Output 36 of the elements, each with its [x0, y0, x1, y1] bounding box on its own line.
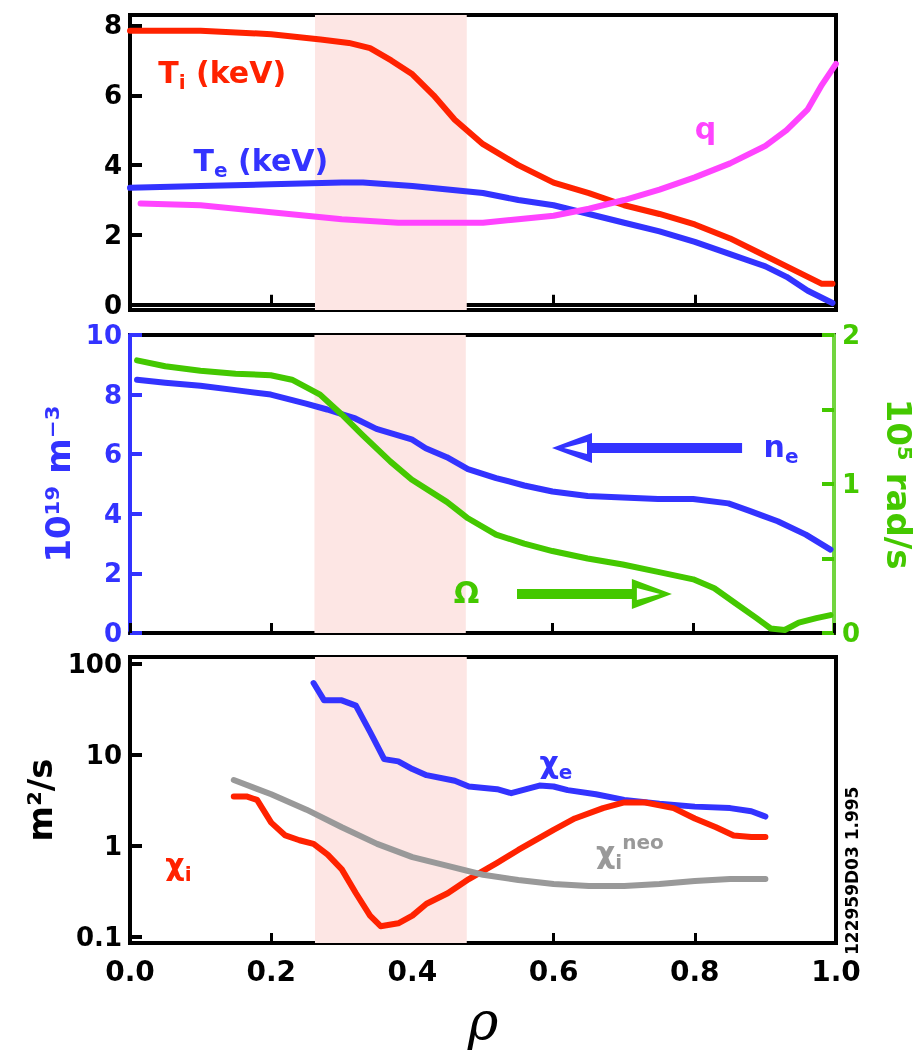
x-axis-title: ρ — [466, 991, 499, 1051]
y-tick-label: 1 — [103, 830, 122, 861]
y2-axis-title: 10⁵ rad/s — [879, 398, 919, 570]
x-tick-label: 0.4 — [387, 954, 438, 988]
y-tick-label: 8 — [103, 379, 122, 410]
y-tick-label: 6 — [103, 80, 122, 111]
series-label: T$_{i}$ (keV) — [158, 55, 287, 95]
y-tick-label: 10 — [85, 739, 122, 770]
y-tick-label: 0 — [103, 289, 122, 320]
y-axis-title: 10¹⁹ m⁻³ — [37, 405, 78, 563]
x-tick-label: 0.0 — [105, 954, 155, 988]
y2-tick-label: 0 — [842, 618, 861, 648]
series-label: χ$_{e}$ — [539, 744, 573, 784]
y-tick-label: 10 — [85, 320, 122, 350]
y-tick-label: 6 — [103, 439, 122, 470]
y-tick-label: 2 — [103, 219, 122, 250]
text: χ$_{i}$ — [165, 846, 192, 886]
x-tick-label: 1.0 — [811, 954, 861, 988]
series-label: n$_{e}$ — [763, 429, 799, 469]
x-tick-label: 0.8 — [670, 954, 720, 988]
x-tick-label: 0.6 — [528, 954, 579, 988]
series-label: Ω — [453, 575, 480, 611]
text: 122959D03 1.995 — [842, 786, 862, 955]
y-tick-label: 0.1 — [75, 921, 122, 952]
x-tick-label: 0.2 — [246, 954, 296, 988]
y-tick-label: 8 — [103, 10, 122, 41]
y-tick-label: 4 — [103, 498, 122, 529]
y-tick-label: 4 — [103, 150, 122, 181]
y-axis-title: m²/s — [19, 758, 60, 842]
series-label: T$_{e}$ (keV) — [193, 142, 329, 182]
y-tick-label: 100 — [67, 649, 122, 680]
y-tick-label: 0 — [103, 618, 122, 648]
y-tick-label: 2 — [103, 558, 122, 589]
series-label: q — [694, 111, 717, 147]
y2-tick-label: 1 — [842, 469, 861, 499]
y2-tick-label: 2 — [842, 320, 861, 350]
